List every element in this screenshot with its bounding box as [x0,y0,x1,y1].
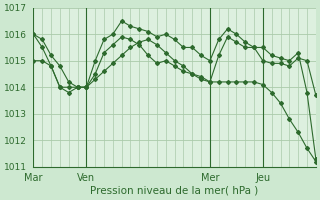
X-axis label: Pression niveau de la mer( hPa ): Pression niveau de la mer( hPa ) [91,186,259,196]
